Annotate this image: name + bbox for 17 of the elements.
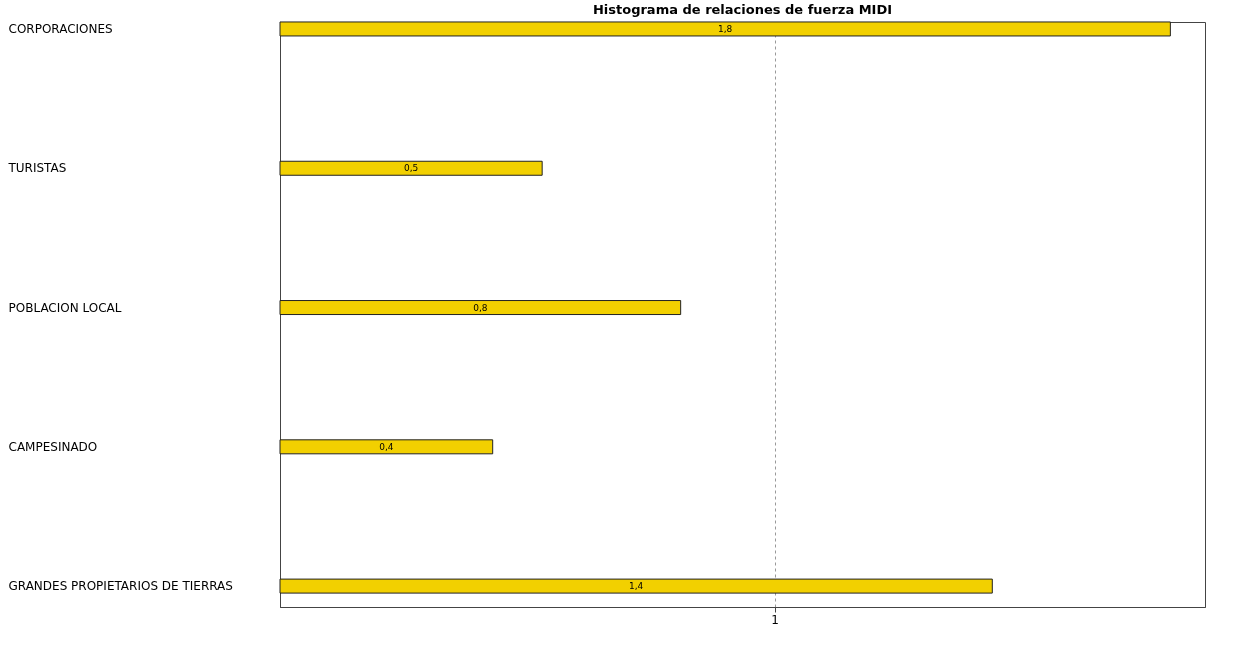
data-label: 1,4 — [628, 581, 644, 592]
x-tick-label: 1 — [771, 612, 779, 627]
bar — [279, 300, 682, 316]
y-tick-label: POBLACION LOCAL — [8, 300, 122, 315]
bar — [279, 160, 543, 176]
y-tick-label: GRANDES PROPIETARIOS DE TIERRAS — [8, 579, 233, 594]
y-tick-label: TURISTAS — [7, 161, 67, 176]
bar — [279, 439, 494, 455]
y-tick-label: CAMPESINADO — [8, 439, 98, 454]
bar — [279, 578, 993, 594]
data-label: 1,8 — [718, 23, 733, 34]
y-tick-label: CORPORACIONES — [8, 21, 113, 36]
chart-title: Histograma de relaciones de fuerza MIDI — [592, 2, 893, 18]
data-label: 0,4 — [379, 441, 394, 452]
data-label: 0,5 — [403, 163, 419, 174]
data-label: 0,8 — [473, 302, 488, 313]
bar — [279, 21, 1171, 37]
